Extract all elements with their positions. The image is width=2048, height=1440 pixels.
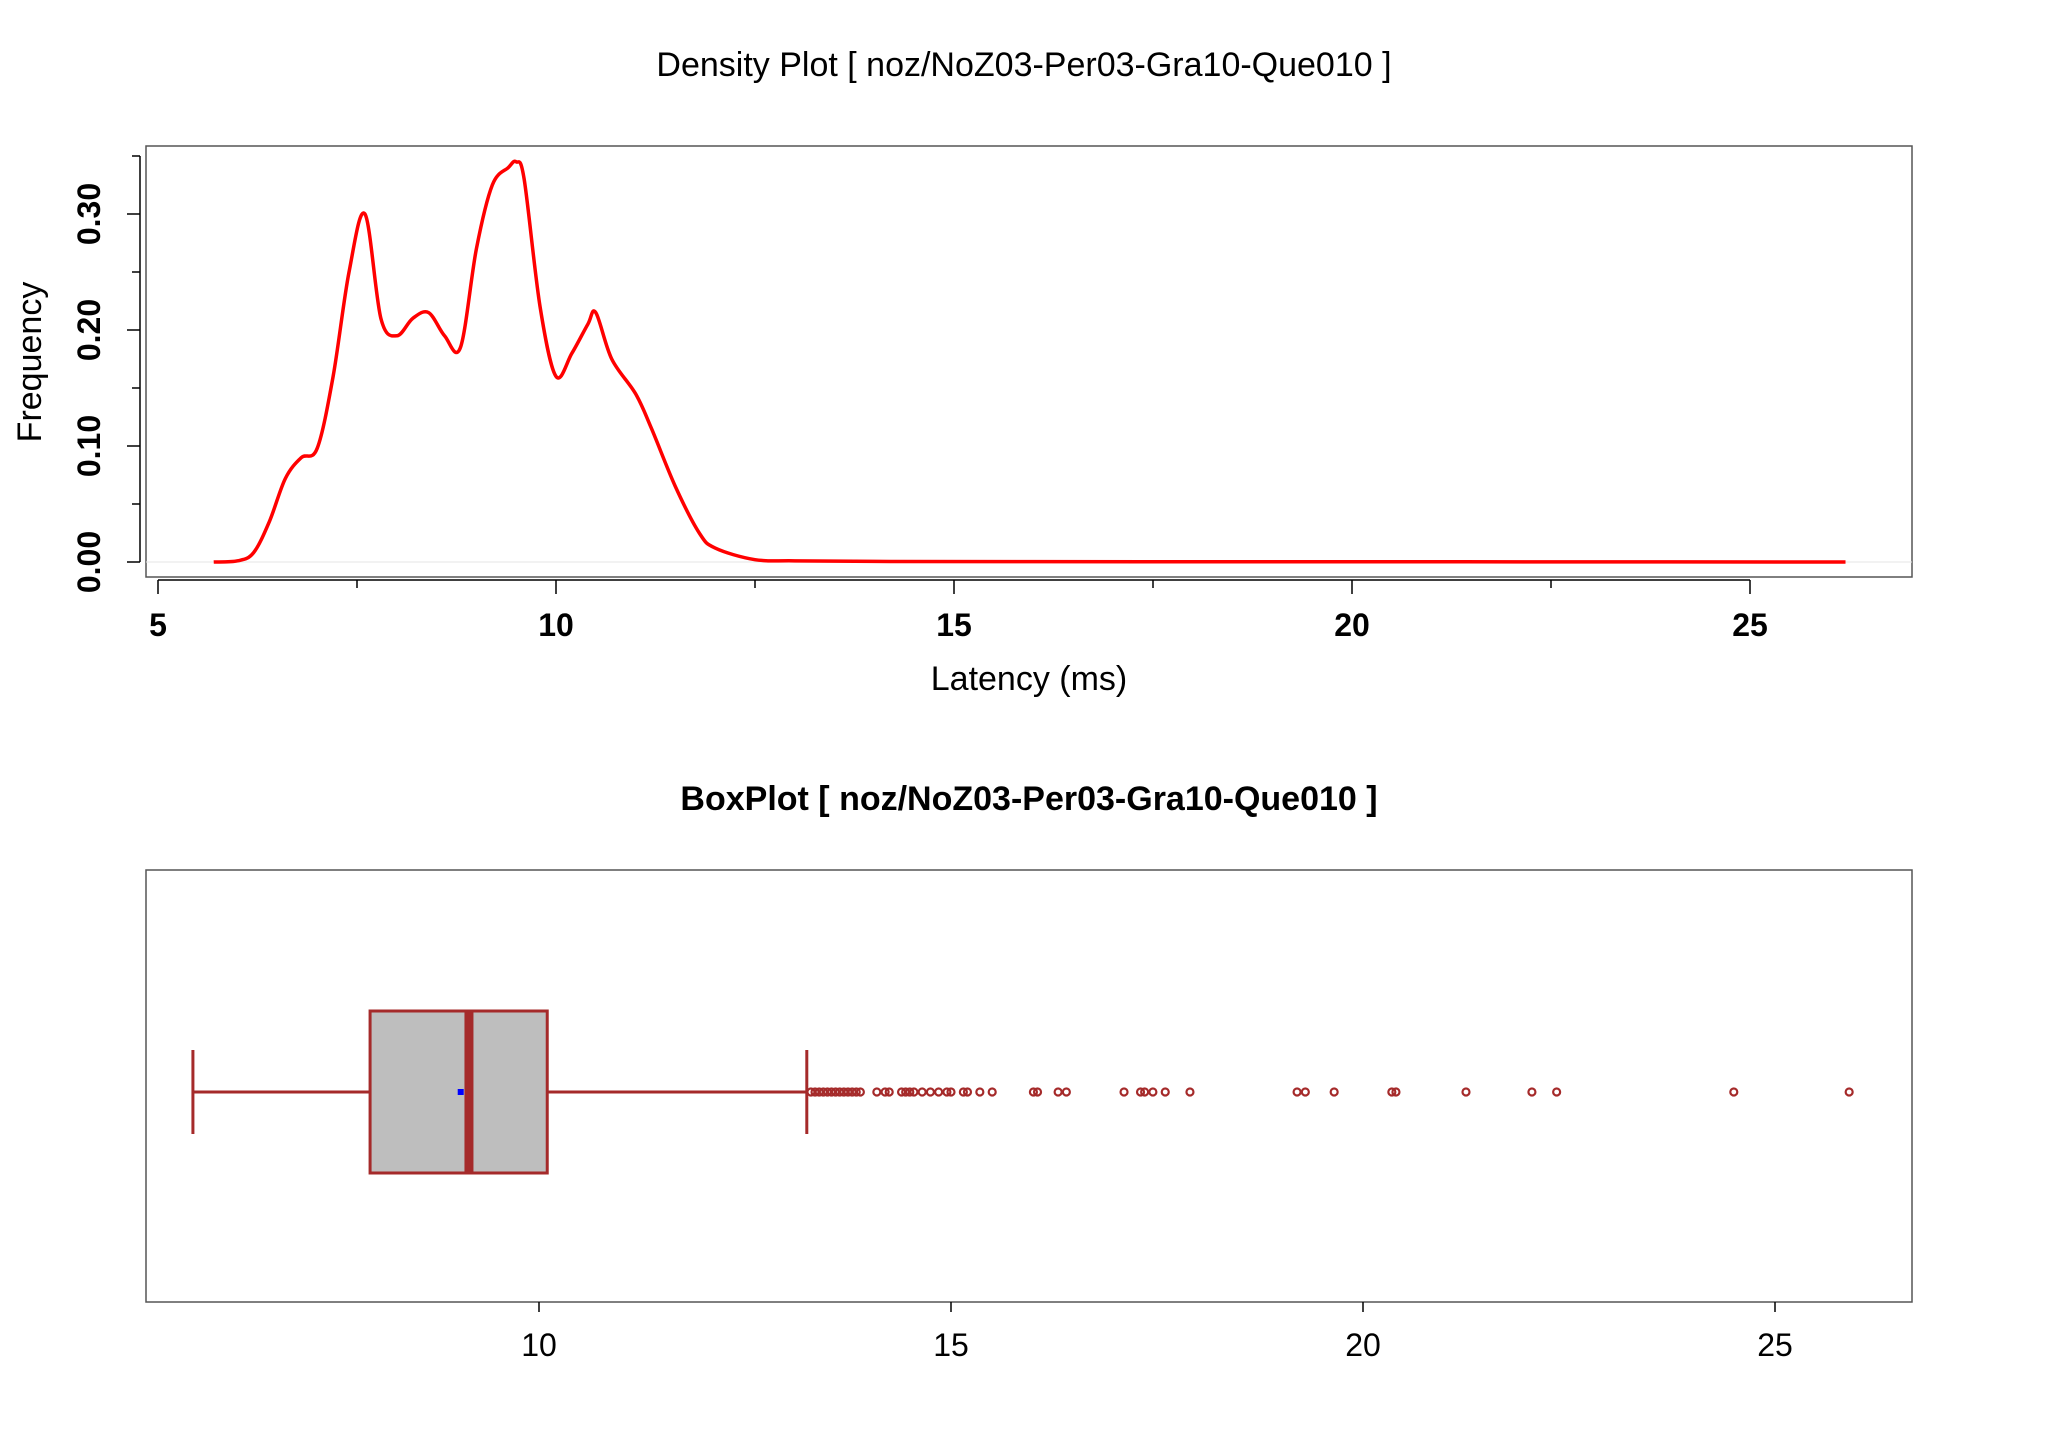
outlier-point (1729, 1087, 1739, 1097)
outlier-point (1300, 1087, 1310, 1097)
density-title: Density Plot [ noz/NoZ03-Per03-Gra10-Que… (656, 46, 1391, 84)
density-y-tick-label: 0.20 (71, 299, 107, 361)
outlier-point (1140, 1087, 1150, 1097)
density-x-tick-label: 25 (1732, 607, 1768, 643)
outlier-point (1061, 1087, 1071, 1097)
density-x-tick-label: 20 (1334, 607, 1370, 643)
outlier-point (1527, 1087, 1537, 1097)
density-x-tick-label: 15 (936, 607, 972, 643)
density-plot-frame (145, 145, 1913, 578)
outlier-point (839, 1087, 849, 1097)
outlier-point (962, 1087, 973, 1097)
outlier-point (901, 1087, 911, 1097)
box-plot-x-tick-label: 25 (1757, 1327, 1793, 1363)
box-plot-x-tick-label: 10 (521, 1327, 557, 1363)
outlier-point (835, 1087, 845, 1097)
box-plot-frame (145, 869, 1913, 1303)
outlier-point (896, 1087, 907, 1097)
outlier-point (975, 1087, 985, 1097)
density-y-axis-label: Frequency (11, 282, 49, 443)
outlier-point (925, 1087, 936, 1097)
outlier-point (851, 1087, 861, 1097)
outlier-point (1461, 1087, 1471, 1097)
outlier-point (855, 1087, 865, 1097)
outlier-point (1135, 1087, 1146, 1097)
density-x-tick-label: 5 (149, 607, 167, 643)
density-x-axis-label: Latency (ms) (931, 660, 1128, 698)
outlier-point (826, 1087, 837, 1097)
outlier-point (917, 1087, 927, 1097)
box-plot-outliers (806, 1087, 1854, 1097)
outlier-point (1844, 1087, 1854, 1097)
outlier-point (958, 1087, 968, 1097)
outlier-point (1387, 1087, 1397, 1097)
box-plot-x-tick-label: 20 (1345, 1327, 1381, 1363)
outlier-point (1185, 1087, 1195, 1097)
box-plot-x-tick-label: 15 (933, 1327, 969, 1363)
density-y-tick-label: 0.10 (71, 415, 107, 477)
outlier-point (1391, 1087, 1401, 1097)
box-plot-elements (191, 1009, 809, 1175)
density-plot: Density Plot [ noz/NoZ03-Per03-Gra10-Que… (11, 46, 1913, 698)
outlier-point (872, 1087, 882, 1097)
outlier-point (905, 1087, 915, 1097)
outlier-point (884, 1087, 894, 1097)
outlier-point (934, 1087, 944, 1097)
density-y-tick-label: 0.00 (71, 531, 107, 593)
density-y-axis: 0.00 0.10 0.20 0.30 (71, 155, 141, 593)
density-curve (213, 159, 1846, 564)
outlier-point (822, 1087, 833, 1097)
outlier-point (1148, 1087, 1158, 1097)
outlier-point (818, 1087, 828, 1097)
density-y-tick-label: 0.30 (71, 183, 107, 245)
outlier-point (1329, 1087, 1339, 1097)
outlier-point (831, 1087, 841, 1097)
box-plot-x-axis: 10 15 20 25 (521, 1302, 1793, 1363)
outlier-point (1028, 1087, 1039, 1097)
outlier-point (946, 1087, 956, 1097)
outlier-point (806, 1087, 816, 1097)
outlier-point (880, 1087, 890, 1097)
box-plot-title: BoxPlot [ noz/NoZ03-Per03-Gra10-Que010 ] (680, 780, 1377, 818)
box-plot: BoxPlot [ noz/NoZ03-Per03-Gra10-Que010 ]… (145, 780, 1913, 1363)
outlier-point (847, 1087, 857, 1097)
outlier-point (1292, 1087, 1302, 1097)
outlier-point (987, 1087, 997, 1097)
density-x-axis: 5 10 15 20 25 (146, 561, 1912, 643)
outlier-point (1552, 1087, 1562, 1097)
mean-marker (457, 1089, 464, 1095)
outlier-point (942, 1087, 952, 1097)
outlier-point (1119, 1087, 1129, 1097)
outlier-point (1160, 1087, 1170, 1097)
outlier-point (810, 1087, 820, 1097)
outlier-point (1032, 1087, 1043, 1097)
outlier-point (843, 1087, 853, 1097)
density-x-tick-label: 10 (538, 607, 574, 643)
outlier-point (1053, 1087, 1063, 1097)
outlier-point (814, 1087, 824, 1097)
outlier-point (909, 1087, 919, 1097)
